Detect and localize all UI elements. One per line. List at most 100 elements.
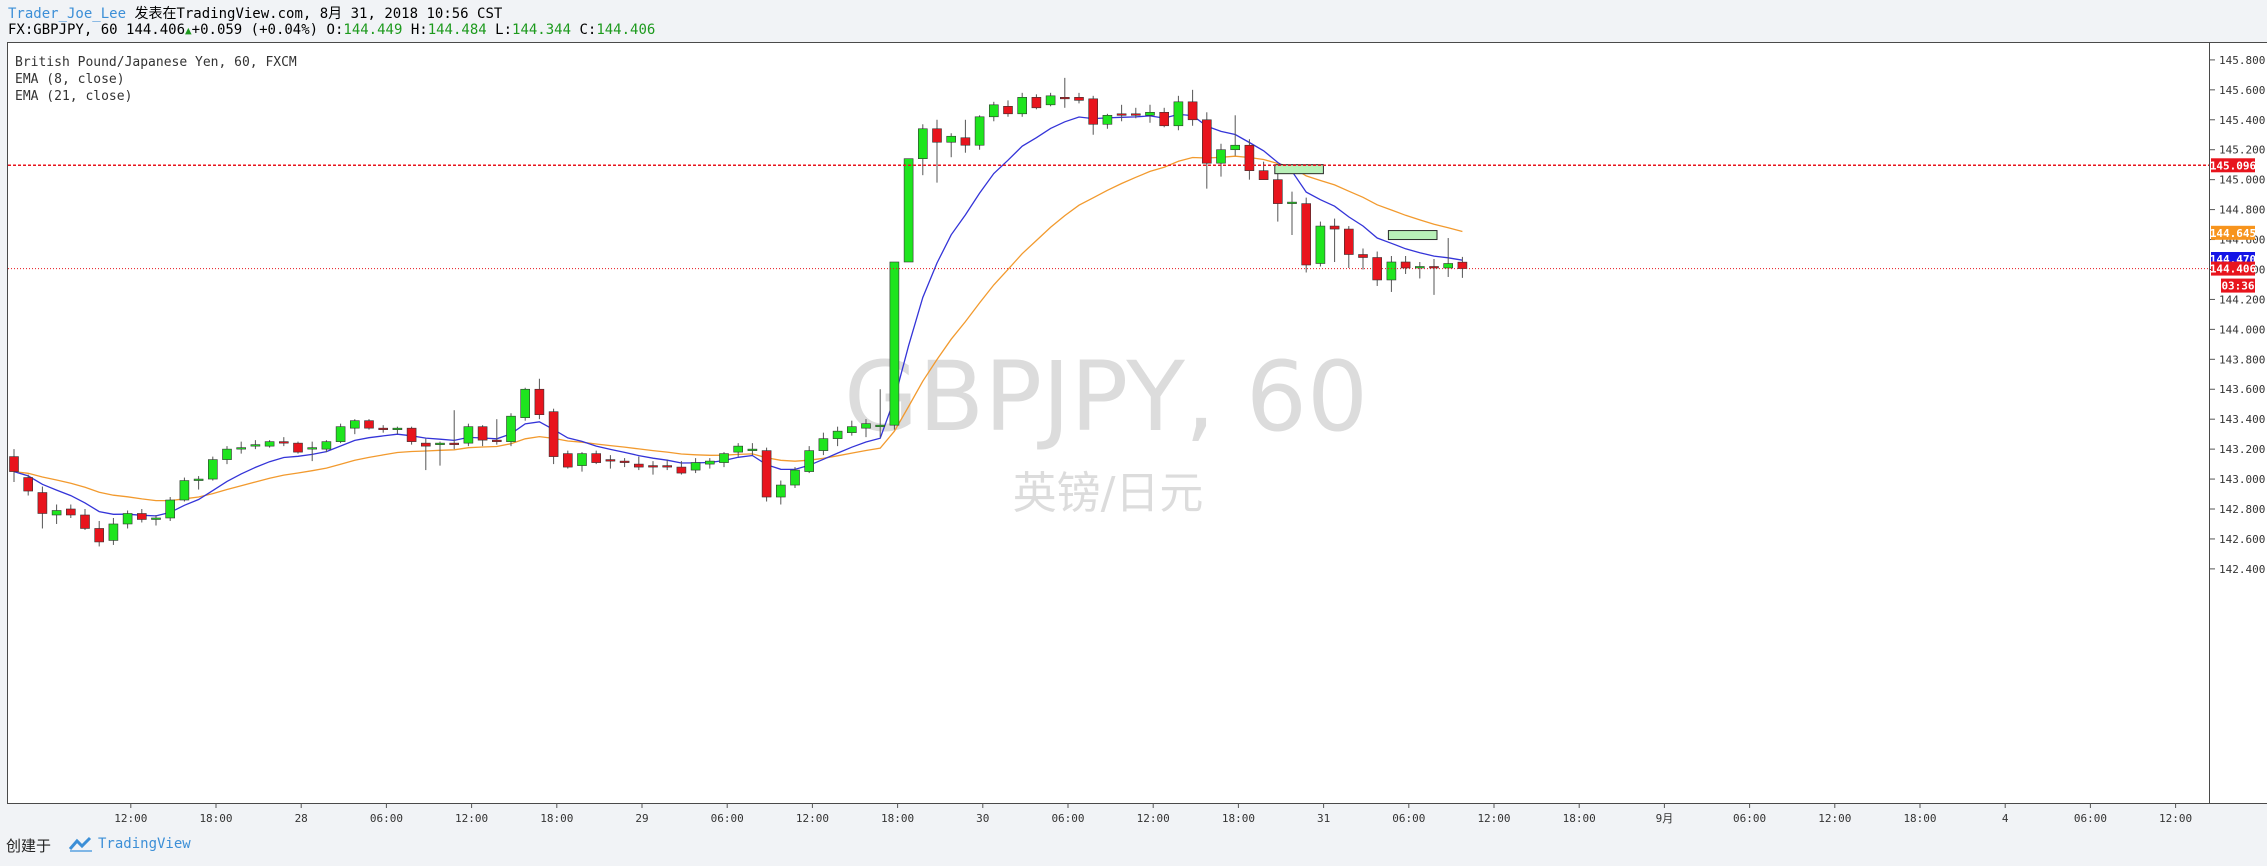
y-tick-label: 144.000 [2219, 323, 2265, 336]
y-tick-label: 142.800 [2219, 503, 2265, 516]
candle-body [605, 459, 616, 462]
last-price-tag: 144.406 [2210, 263, 2257, 276]
x-tick-label: 30 [976, 812, 989, 825]
open-value: 144.449 [343, 22, 403, 38]
candle-body [1344, 228, 1354, 255]
candle-body [988, 104, 999, 118]
candle-body [747, 448, 758, 451]
price-change: +0.059 (+0.04%) [191, 22, 319, 38]
x-tick-label: 12:00 [1137, 812, 1170, 825]
tradingview-link[interactable]: TradingView [98, 836, 191, 852]
chart-pane[interactable] [7, 42, 2210, 804]
candle-body [137, 513, 147, 520]
candle-body [392, 427, 403, 430]
candle-body [719, 453, 729, 463]
candle-body [562, 453, 573, 468]
candle-body [278, 441, 289, 444]
candle-body [1017, 97, 1028, 115]
candle-body [946, 135, 957, 143]
candle-body [449, 442, 460, 445]
candle-body [534, 388, 545, 415]
candle-body [1102, 114, 1113, 125]
candle-body [208, 459, 218, 480]
legend-ema21: EMA (21, close) [15, 89, 133, 104]
candle-body [591, 453, 602, 463]
high-label: H: [410, 22, 428, 38]
candle-body [676, 466, 687, 474]
candle-body [491, 439, 502, 442]
candle-body [804, 450, 815, 472]
close-value: 144.406 [596, 22, 656, 38]
x-tick-label: 31 [1317, 812, 1330, 825]
candle-body [1045, 95, 1056, 106]
candle-body [1415, 266, 1425, 269]
candle-body [1372, 257, 1382, 281]
y-tick-label: 143.400 [2219, 413, 2265, 426]
y-tick-label: 143.200 [2219, 443, 2265, 456]
demand-zone [1387, 230, 1438, 241]
candle-body [307, 447, 318, 450]
candle-body [463, 426, 474, 444]
candle-body [108, 523, 119, 541]
candle-body [648, 465, 658, 468]
candle-body [151, 517, 161, 520]
candle-body [1116, 113, 1127, 116]
candle-body [66, 508, 76, 516]
candle-body [761, 450, 772, 498]
ema21-tag: 144.645 [2210, 227, 2256, 240]
candle-body [1273, 179, 1283, 204]
legend-symbol: British Pound/Japanese Yen, 60, FXCM [15, 55, 297, 70]
y-tick-label: 144.200 [2219, 293, 2265, 306]
close-label: C: [579, 22, 597, 38]
candle-body [1315, 225, 1326, 264]
candle-body [775, 484, 786, 498]
candle-body [420, 442, 431, 447]
candle-body [37, 492, 48, 514]
candle-body [435, 442, 445, 445]
candle-body [378, 427, 389, 430]
x-tick-label: 18:00 [881, 812, 914, 825]
x-tick-label: 12:00 [796, 812, 829, 825]
candle-body [335, 426, 346, 442]
candle-body [477, 426, 488, 441]
up-arrow-icon: ▲ [185, 24, 192, 37]
candle-body [1358, 254, 1368, 258]
candle-body [165, 499, 175, 519]
y-tick-label: 143.000 [2219, 473, 2265, 486]
x-tick-label: 29 [635, 812, 648, 825]
candle-body [9, 456, 19, 472]
y-tick-label: 142.600 [2219, 533, 2265, 546]
candle-body [974, 116, 985, 146]
candle-body [1457, 261, 1468, 269]
x-tick-label: 06:00 [1392, 812, 1425, 825]
y-tick-label: 145.800 [2219, 54, 2265, 67]
candle-body [349, 420, 360, 429]
y-tick-label: 145.600 [2219, 84, 2265, 97]
y-tick-label: 143.800 [2219, 353, 2265, 366]
x-tick-label: 06:00 [370, 812, 403, 825]
ohlc-line: FX:GBPJPY, 60 144.406▲+0.059 (+0.04%) O:… [8, 22, 655, 38]
x-tick-label: 12:00 [1818, 812, 1851, 825]
candle-body [1244, 144, 1255, 171]
y-tick-label: 145.200 [2219, 144, 2265, 157]
tradingview-logo-icon[interactable] [68, 835, 94, 853]
candle-body [1131, 113, 1141, 116]
y-tick-label: 145.400 [2219, 114, 2265, 127]
candle-body [1088, 98, 1098, 125]
candle-body [818, 438, 829, 451]
candle-body [94, 528, 104, 543]
resistance-tag: 145.096 [2210, 159, 2257, 172]
x-tick-label: 4 [2002, 812, 2009, 825]
candle-body [861, 423, 871, 429]
candle-body [960, 137, 971, 146]
candle-body [790, 469, 800, 486]
x-tick-label: 9月 [1656, 812, 1674, 825]
last-price: 144.406 [126, 22, 186, 38]
candle-body [406, 427, 417, 442]
legend-ema8: EMA (8, close) [15, 72, 125, 87]
author-link[interactable]: Trader_Joe_Lee [8, 6, 127, 22]
publish-info: 发表在TradingView.com, 8月 31, 2018 10:56 CS… [134, 6, 503, 22]
ema21-tag-bg [2211, 225, 2255, 240]
candle-body [832, 430, 843, 439]
watermark-name: 英镑/日元 [1013, 468, 1204, 519]
